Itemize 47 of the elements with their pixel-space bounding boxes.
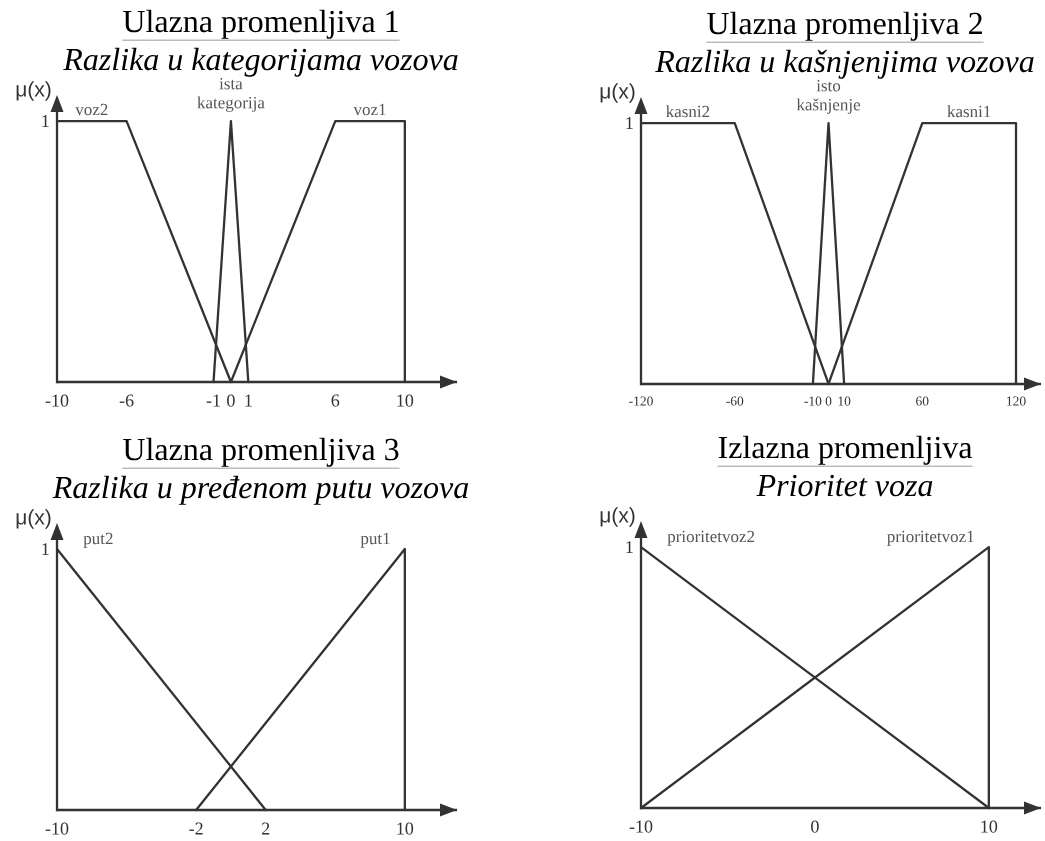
x-tick-label: -6 [119,394,134,407]
series-label: voz2 [75,103,108,116]
x-tick-label: -10 [804,396,822,406]
x-tick-label: 1 [245,394,252,407]
x-tick-label: 10 [397,822,414,835]
chart-title: Ulazna promenljiva 1 [123,9,398,39]
x-tick-label: 0 [227,394,235,407]
x-tick-label: 10 [981,820,998,833]
series-label: kasni2 [666,105,710,118]
x-tick-label: -10 [45,394,69,407]
text: 1 [626,117,633,130]
x-tick-label: -10 [629,820,653,833]
x-tick-label: -60 [726,396,744,406]
chart-title: Ulazna promenljiva 3 [123,437,399,467]
series-label: ista kategorija [197,77,265,112]
y-axis-title: μ(x) [16,81,51,101]
y-axis-title: μ(x) [16,509,51,529]
y-axis-title: μ(x) [600,507,635,527]
x-tick-label: 120 [1007,396,1026,406]
x-tick-label: 0 [811,820,819,833]
x-tick-label: -10 [45,822,69,835]
series-label: voz1 [353,103,386,116]
x-tick-label: 60 [916,396,929,406]
series-label: put1 [360,532,390,548]
series-label: prioritetvoz1 [887,530,974,546]
x-tick-label: -1 [206,394,220,407]
chart-title: Ulazna promenljiva 2 [707,11,982,41]
x-tick-label: 0 [825,396,832,406]
series-label: put2 [83,532,113,548]
x-tick-label: -120 [629,396,653,406]
chart-title: Izlazna promenljiva [718,435,973,465]
series-label: prioritetvoz2 [667,530,755,546]
x-tick-label: 2 [262,822,270,835]
text: 1 [42,115,49,128]
chart-subtitle: Razlika u kašnjenjima vozova [655,49,1034,79]
text: 1 [626,541,633,554]
series-label: isto kašnjenje [796,80,861,114]
x-tick-label: -2 [189,822,203,835]
x-tick-label: 6 [331,394,340,407]
series-label: kasni1 [947,105,991,118]
chart-subtitle: Prioritet voza [756,474,933,497]
x-tick-label: 10 [838,396,851,406]
chart-subtitle: Razlika u pređenom putu vozova [52,475,469,505]
chart-subtitle: Razlika u kategorijama vozova [63,47,458,77]
x-tick-label: 10 [397,394,414,407]
text: 1 [42,543,49,556]
y-axis-title: μ(x) [600,83,635,103]
